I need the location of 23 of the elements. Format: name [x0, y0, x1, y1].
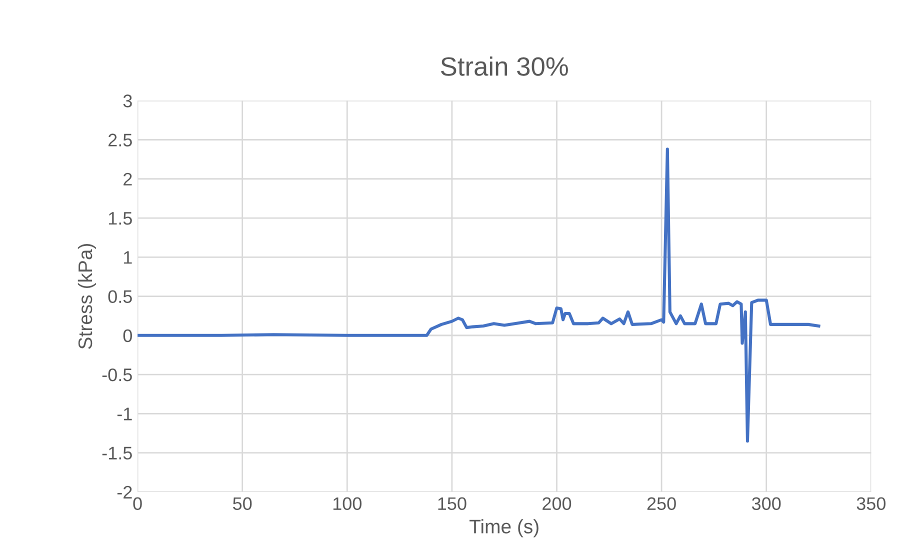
x-tick-label: 350 — [856, 497, 886, 510]
x-tick-label: 300 — [752, 497, 781, 510]
chart-title: Strain 30% — [441, 56, 568, 76]
y-tick-label: 2.5 — [108, 134, 132, 146]
y-tick-label: 3 — [123, 94, 132, 108]
y-tick-label: -1 — [117, 408, 132, 420]
x-tick-label: 200 — [542, 497, 572, 510]
x-tick-label: 250 — [647, 497, 676, 510]
y-tick-label: 0.5 — [108, 290, 132, 303]
x-tick-label: 0 — [133, 497, 142, 510]
x-tick-label: 50 — [233, 497, 252, 510]
y-tick-label: 0 — [123, 329, 132, 342]
x-tick-label: 150 — [438, 497, 466, 510]
line-series — [138, 148, 820, 443]
y-tick-label: 1.5 — [108, 212, 132, 225]
y-axis-title: Stress (kPa) — [78, 244, 96, 349]
y-tick-label: -2 — [117, 486, 132, 498]
y-tick-label: -0.5 — [102, 368, 132, 382]
y-tick-label: -1.5 — [102, 446, 132, 460]
y-tick-label: 1 — [124, 251, 132, 264]
x-tick-label: 100 — [333, 497, 362, 510]
x-axis-title: Time (s) — [470, 519, 538, 538]
y-tick-label: 2 — [124, 172, 132, 186]
